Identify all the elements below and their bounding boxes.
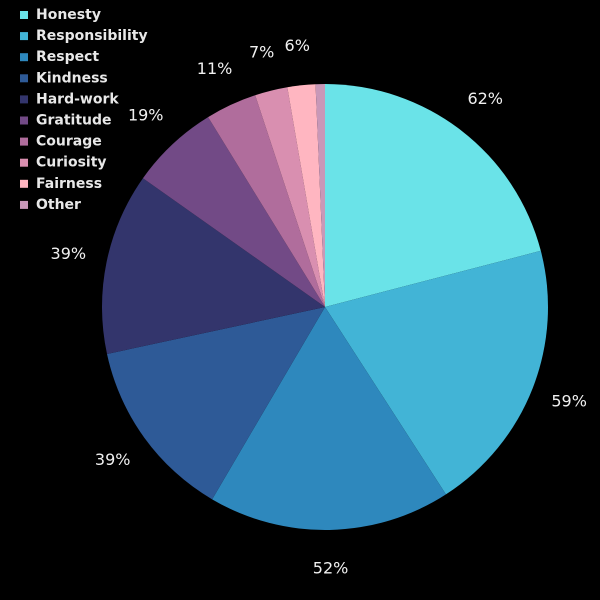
- pie-slice: [142, 117, 325, 307]
- legend-swatch: [20, 200, 28, 209]
- slice-label: 52%: [313, 558, 349, 577]
- slice-label: 7%: [249, 42, 274, 61]
- legend-label: Hard-work: [36, 91, 119, 107]
- legend-swatch: [20, 116, 28, 125]
- pie-slice: [212, 307, 446, 531]
- legend-label: Other: [36, 197, 81, 213]
- pie-slice: [325, 84, 541, 307]
- pie-slice: [208, 95, 325, 307]
- legend-label: Courage: [36, 134, 102, 150]
- slice-label: 11%: [197, 59, 233, 78]
- legend-swatch: [20, 95, 28, 104]
- legend-swatch: [20, 74, 28, 83]
- legend-swatch: [20, 53, 28, 62]
- legend-label: Respect: [36, 49, 99, 65]
- slice-label: 62%: [467, 89, 503, 108]
- slice-label: 39%: [95, 450, 131, 469]
- pie-slice: [255, 87, 325, 308]
- pie-slice: [325, 250, 548, 495]
- slice-label: 39%: [51, 244, 87, 263]
- legend-label: Kindness: [36, 70, 108, 86]
- pie-slice: [315, 84, 325, 307]
- slice-label: 19%: [128, 105, 164, 124]
- slice-label: 6%: [285, 36, 310, 55]
- legend-swatch: [20, 32, 28, 41]
- legend-label: Gratitude: [36, 113, 112, 129]
- legend-label: Curiosity: [36, 155, 107, 171]
- legend-label: Fairness: [36, 176, 102, 192]
- slice-label: 59%: [551, 392, 587, 411]
- legend-label: Honesty: [36, 7, 101, 23]
- pie-slice: [107, 307, 325, 500]
- legend-swatch: [20, 158, 28, 167]
- legend-swatch: [20, 137, 28, 146]
- legend-label: Responsibility: [36, 28, 148, 44]
- legend-swatch: [20, 179, 28, 188]
- legend-swatch: [20, 11, 28, 19]
- pie-slice: [287, 84, 325, 307]
- pie-slice: [102, 178, 325, 354]
